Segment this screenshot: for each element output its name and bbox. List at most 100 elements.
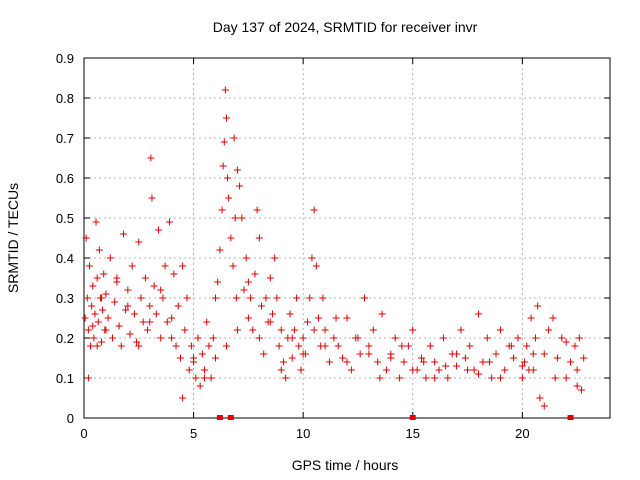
zero-data-point [227,415,234,420]
data-point [553,354,561,362]
data-point [230,134,238,142]
data-point [496,374,504,382]
data-point [244,314,252,322]
data-point [578,386,586,394]
data-point [91,310,99,318]
data-point [275,342,283,350]
data-point [150,282,158,290]
data-point [249,326,257,334]
data-point [212,354,219,362]
data-point [95,246,103,254]
data-point [277,326,285,334]
data-point [163,318,171,326]
data-point [545,326,553,334]
data-point [137,294,145,302]
data-point [146,302,154,310]
data-point [99,306,107,314]
data-point [104,314,112,322]
data-point [209,334,217,342]
data-point [571,342,579,350]
data-point [224,174,232,182]
data-point [205,342,213,350]
data-point [255,334,263,342]
data-point [529,350,537,358]
data-point [251,270,259,278]
data-point [573,366,581,374]
data-point [111,298,119,306]
y-tick-label: 0.6 [56,171,74,186]
data-point [174,302,182,310]
data-point [321,342,329,350]
data-point [159,294,167,302]
data-point [426,342,434,350]
data-point [558,334,566,342]
data-point [376,374,384,382]
data-point [540,402,548,410]
zero-data-point [216,415,223,420]
data-point [567,358,575,366]
data-point [157,334,165,342]
data-point [396,374,404,382]
data-point [501,366,509,374]
data-point [312,262,320,270]
data-point [183,294,191,302]
data-point [293,294,301,302]
data-point [354,334,362,342]
data-point [398,342,406,350]
data-point [89,282,97,290]
data-point [253,206,261,214]
data-point [475,310,482,318]
data-point [435,366,443,374]
data-point [133,338,141,346]
data-point [144,326,152,334]
x-tick-label: 15 [406,426,420,441]
data-point [201,366,209,374]
data-point [82,234,90,242]
data-point [461,354,469,362]
data-point [135,238,143,246]
data-point [268,310,276,318]
data-point [262,294,270,302]
x-tick-label: 20 [515,426,529,441]
data-point [496,326,504,334]
data-point [161,262,169,270]
data-point [295,342,303,350]
data-point [227,234,235,242]
data-point [531,334,539,342]
data-point [400,358,408,366]
data-point [152,310,160,318]
data-point [339,354,347,362]
data-point [453,362,461,370]
data-point [87,342,95,350]
data-point [573,382,581,390]
data-point [279,358,287,366]
data-point [347,366,355,374]
data-point [319,294,327,302]
data-point [475,370,482,378]
data-point [304,318,312,326]
data-point [286,310,294,318]
data-point [420,358,428,366]
data-points [81,86,588,420]
y-tick-label: 0.9 [56,51,74,66]
data-point [361,294,369,302]
data-point [518,374,526,382]
data-point [190,354,198,362]
data-point [124,302,132,310]
data-point [562,374,570,382]
data-point [453,350,461,358]
data-point [102,326,110,334]
data-point [128,262,136,270]
data-point [343,358,351,366]
data-point [277,366,285,374]
data-point [214,278,222,286]
data-point [157,286,165,294]
data-point [483,334,491,342]
data-point [273,294,281,302]
data-point [196,382,204,390]
y-tick-label: 0.4 [56,251,74,266]
data-point [155,226,163,234]
data-point [431,374,439,382]
data-point [201,374,209,382]
data-point [94,318,102,326]
